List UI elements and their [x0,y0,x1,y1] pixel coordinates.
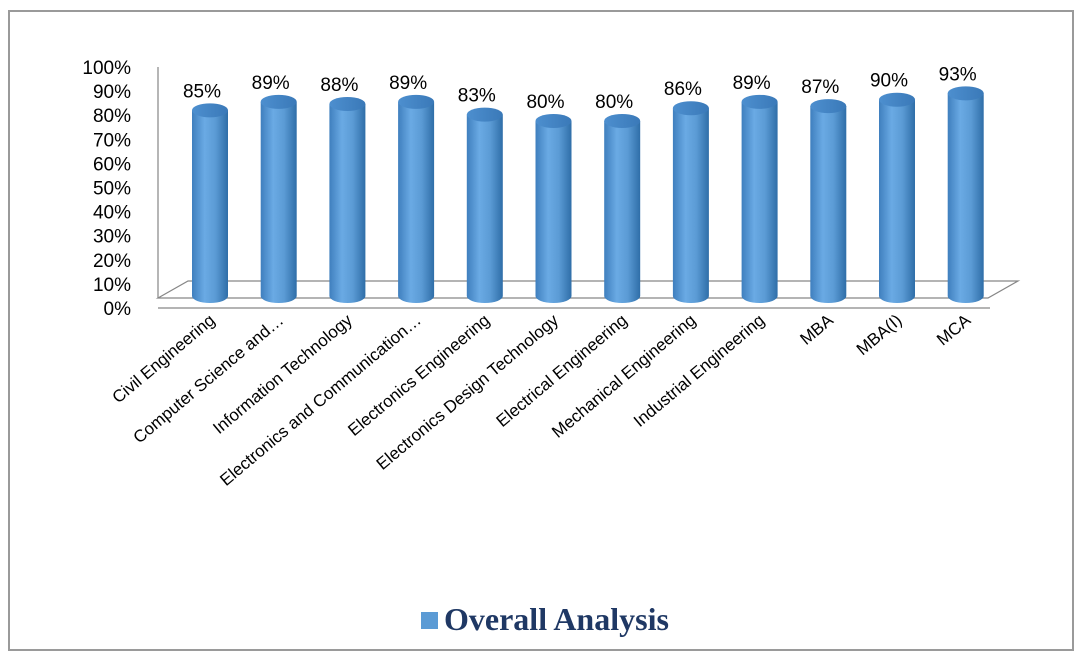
data-label: 87% [801,77,839,98]
data-label: 89% [389,73,427,94]
bar [741,94,778,304]
data-label: 80% [526,92,564,113]
category-label: MBA [796,310,837,349]
bar-top [672,101,709,116]
bar-top [810,99,847,114]
bar-top [604,113,641,128]
bar-top [260,94,297,109]
category-label: MBA(I) [853,311,906,360]
bar-body [329,103,366,304]
bar [192,103,228,303]
bar-body [741,101,778,304]
bar-body [260,101,297,303]
bar [947,86,984,304]
data-label: 83% [458,86,496,107]
bar [398,94,435,304]
bar-body [604,120,641,304]
y-tick-label: 20% [93,251,131,272]
data-label: 80% [595,92,633,113]
y-tick-label: 100% [82,58,131,79]
bar-top [398,94,435,109]
bar [879,92,915,304]
bar [329,96,366,304]
bar-top [741,94,778,109]
legend-label: Overall Analysis [444,601,669,637]
bar-body [535,120,572,304]
data-label: 90% [870,71,908,92]
bar-body [466,114,503,304]
category-label: Electrical Engineering [493,311,631,431]
data-label: 89% [252,73,290,94]
y-tick-label: 70% [93,130,131,151]
data-label: 86% [664,79,702,100]
bar-top [879,92,915,107]
y-tick-label: 40% [93,203,131,224]
y-tick-label: 80% [93,106,131,127]
y-axis-ticks: 0% 10% 20% 30% 40% 50% 60% 70% 80% 90% 100% [82,58,131,320]
bar-body [879,99,915,304]
data-label: 89% [733,73,771,94]
bar [260,94,297,303]
bar-top [192,103,228,118]
bar-top [535,113,572,128]
legend-swatch [421,612,438,629]
bar-series [192,86,984,304]
y-tick-label: 60% [93,154,131,175]
y-tick-label: 90% [93,82,131,103]
bar [535,113,572,304]
chart-floor [155,280,1021,299]
bar-top [329,96,366,111]
data-label: 93% [939,64,977,85]
bar-body [398,101,435,304]
bar [810,99,847,304]
y-tick-label: 30% [93,227,131,248]
bar-top [947,86,984,101]
data-label: 85% [183,81,221,102]
bar [466,107,503,304]
category-label: MCA [933,310,975,349]
bar-body [672,108,709,304]
y-tick-label: 10% [93,275,131,296]
legend: Overall Analysis [421,601,669,637]
data-label: 88% [320,75,358,96]
bar [604,113,641,304]
chart-axes [155,67,1021,309]
bar-top [466,107,503,122]
bar-body [192,110,228,303]
bar-body [947,93,984,304]
data-labels: 85% 89% 88% 89% 83% 80% 80% 86% 89% 87% 90% 93% [183,64,977,113]
bar [672,101,709,304]
y-tick-label: 50% [93,179,131,200]
y-tick-label: 0% [104,299,132,320]
category-label: Industrial Engineering [630,311,768,431]
bar-body [810,106,847,304]
